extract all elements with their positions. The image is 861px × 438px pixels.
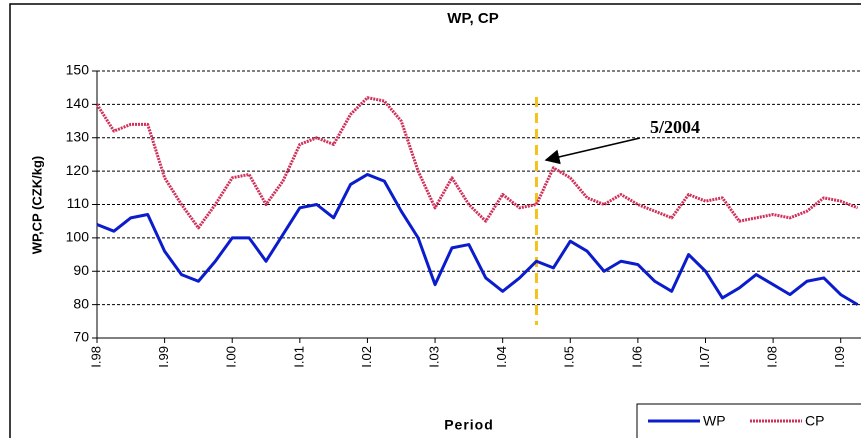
x-tick-label: I.00 <box>224 346 239 368</box>
annotation-label: 5/2004 <box>650 117 700 137</box>
series-line <box>95 96 859 230</box>
y-tick-label: 140 <box>66 95 90 111</box>
y-tick-label: 90 <box>73 262 89 278</box>
x-tick-label: I.99 <box>156 346 171 368</box>
y-tick-label: 110 <box>67 195 90 211</box>
y-tick-label: 70 <box>73 329 89 345</box>
legend-label: CP <box>805 413 824 429</box>
x-tick-label: I.08 <box>765 346 780 368</box>
x-tick-label: I.09 <box>832 346 847 368</box>
x-tick-label: I.98 <box>88 346 103 368</box>
y-tick-label: 100 <box>66 229 90 245</box>
x-tick-label: I.07 <box>697 346 712 368</box>
x-tick-label: I.05 <box>562 346 577 368</box>
y-tick-label: 150 <box>66 62 90 78</box>
annotation-arrow <box>544 137 641 165</box>
y-axis-label: WP,CP (CZK/kg) <box>29 156 44 254</box>
x-tick-label: I.04 <box>494 346 509 368</box>
x-tick-label: I.06 <box>629 346 644 368</box>
y-tick-label: 120 <box>66 162 90 178</box>
x-axis-label: Period <box>444 417 494 433</box>
y-tick-label: 130 <box>66 128 90 144</box>
x-tick-label: I.01 <box>291 346 306 368</box>
x-tick-label: I.02 <box>359 346 374 368</box>
x-tick-label: I.03 <box>426 346 441 368</box>
chart-frame <box>9 3 861 438</box>
legend-label: WP <box>703 413 726 429</box>
series-line <box>96 172 859 306</box>
chart-title: WP, CP <box>447 10 498 27</box>
y-tick-label: 80 <box>73 295 89 311</box>
